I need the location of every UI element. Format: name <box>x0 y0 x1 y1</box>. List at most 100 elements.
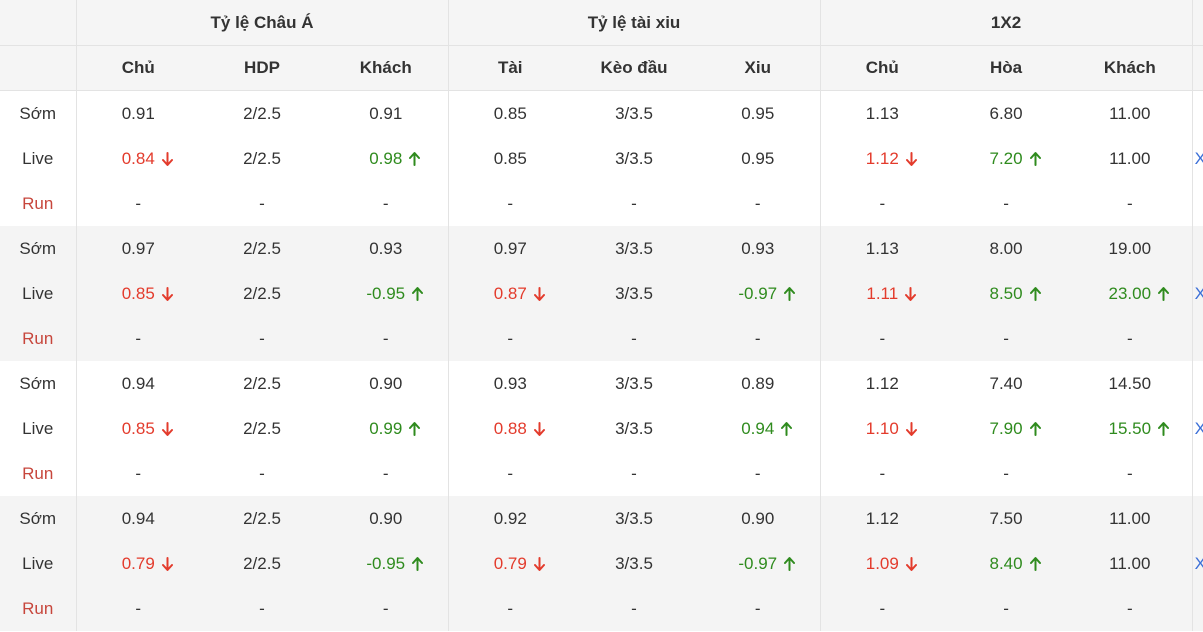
odds-value-text: 2/2.5 <box>243 148 281 168</box>
odds-value: 8.00 <box>989 239 1022 259</box>
odds-cell: 0.90 <box>324 361 448 406</box>
odds-value: 0.84 <box>122 149 173 169</box>
odds-value: - <box>879 194 885 214</box>
odds-value-text: - <box>754 598 761 618</box>
odds-value-text: 1.11 <box>866 283 899 303</box>
odds-cell: - <box>324 586 448 631</box>
odds-cell: 2/2.5 <box>200 361 324 406</box>
odds-value: 0.90 <box>369 509 402 529</box>
odds-cell: 1.13 <box>819 90 945 136</box>
more-link[interactable]: X <box>1194 418 1203 438</box>
odds-cell: 11.00 <box>1068 541 1193 586</box>
odds-value-text: - <box>1003 598 1009 618</box>
odds-cell: 11.00 <box>1068 496 1193 541</box>
arrow-up-icon <box>1029 151 1041 167</box>
odds-value: 2/2.5 <box>243 554 281 574</box>
table-row: Live 0.79 2/2.5 -0.95 0.79 3/3.5 -0.97 1.09 8.40… <box>0 541 1203 586</box>
odds-cell: 1.11 <box>819 271 945 316</box>
odds-cell: 0.95 <box>696 90 821 136</box>
odds-value-text: 11.00 <box>1109 553 1151 573</box>
odds-cell: 2/2.5 <box>200 90 324 136</box>
odds-cell: - <box>447 181 572 226</box>
row-label: Sớm <box>0 90 76 136</box>
odds-cell: - <box>572 316 696 361</box>
odds-cell: 0.85 <box>447 136 572 181</box>
odds-value: - <box>1127 599 1133 619</box>
odds-value: 1.09 <box>866 554 917 574</box>
odds-value-text: - <box>1126 463 1133 483</box>
odds-cell: -0.97 <box>696 541 821 586</box>
odds-value: 15.50 <box>1108 418 1170 439</box>
odds-value: 2/2.5 <box>243 374 281 394</box>
odds-value-text: - <box>631 463 637 483</box>
odds-value-text: - <box>754 193 761 213</box>
odds-value-text: 8.50 <box>989 283 1023 303</box>
arrow-down-icon <box>905 286 917 302</box>
odds-value-text: 1.10 <box>865 418 899 438</box>
odds-value: 7.90 <box>989 419 1041 439</box>
odds-value-text: -0.95 <box>366 283 406 303</box>
odds-value: 3/3.5 <box>615 239 653 259</box>
row-label: Run <box>0 586 76 631</box>
row-end <box>1191 451 1203 496</box>
odds-value-text: 8.40 <box>989 553 1023 573</box>
arrow-down-icon <box>161 556 173 572</box>
odds-value-text: 0.92 <box>493 508 527 528</box>
odds-value: - <box>1127 194 1133 214</box>
odds-cell: - <box>200 451 324 496</box>
odds-value: 1.13 <box>866 239 899 259</box>
odds-value: - <box>631 194 637 214</box>
odds-value: 0.89 <box>741 374 774 394</box>
odds-value-text: 6.80 <box>989 103 1023 123</box>
more-link[interactable]: X <box>1194 553 1203 573</box>
odds-value-text: - <box>382 328 389 348</box>
odds-value: 2/2.5 <box>243 149 281 169</box>
table-row: Live 0.85 2/2.5 0.99 0.88 3/3.5 0.94 1.10 7.90 15… <box>0 406 1203 451</box>
odds-value-text: - <box>382 598 389 618</box>
odds-cell: - <box>1068 451 1193 496</box>
odds-value: - <box>1127 329 1133 349</box>
col-header-away: Khách <box>324 45 448 91</box>
odds-cell: 0.94 <box>696 406 821 451</box>
odds-value: 0.85 <box>122 284 173 304</box>
odds-value-text: 11.00 <box>1109 103 1151 123</box>
odds-cell: - <box>572 451 696 496</box>
odds-value-text: 2/2.5 <box>243 508 281 528</box>
odds-value-text: 3/3.5 <box>615 508 653 528</box>
odds-cell: 19.00 <box>1068 226 1193 271</box>
col-header-line: Kèo đầu <box>572 45 696 91</box>
odds-value: 0.91 <box>122 104 155 124</box>
odds-cell: 0.93 <box>324 226 448 271</box>
odds-value: 0.85 <box>494 149 527 169</box>
odds-value: - <box>879 599 885 619</box>
header-corner-sub <box>0 45 76 91</box>
odds-value-text: 2/2.5 <box>243 373 281 393</box>
group-over-under: Tỷ lệ tài xiu <box>447 0 821 46</box>
odds-cell: - <box>75 316 200 361</box>
odds-cell: 0.79 <box>447 541 572 586</box>
odds-value-text: 15.50 <box>1108 418 1152 438</box>
odds-cell: - <box>324 316 448 361</box>
more-link[interactable]: X <box>1194 283 1203 303</box>
arrow-down-icon <box>905 421 917 437</box>
odds-cell: 0.94 <box>75 496 200 541</box>
odds-value-text: 0.98 <box>369 148 403 168</box>
odds-value: - <box>507 599 513 619</box>
row-end: X <box>1191 541 1203 586</box>
col-header-1x2-home: Chủ <box>819 45 945 91</box>
odds-value-text: 2/2.5 <box>243 283 281 303</box>
table-row: Run - - - - - - - - - <box>0 586 1203 631</box>
odds-value-text: 0.85 <box>493 103 527 123</box>
odds-value-text: 0.79 <box>121 553 155 573</box>
arrow-up-icon <box>1029 286 1041 302</box>
table-row: Sớm 0.97 2/2.5 0.93 0.97 3/3.5 0.93 1.13 8.00 19.… <box>0 226 1203 271</box>
more-link[interactable]: X <box>1194 148 1203 168</box>
odds-cell: - <box>324 451 448 496</box>
arrow-down-icon <box>533 556 545 572</box>
odds-cell: - <box>200 181 324 226</box>
odds-block: Sớm 0.91 2/2.5 0.91 0.85 3/3.5 0.95 1.13 6.80 11.… <box>0 90 1203 226</box>
odds-cell: 3/3.5 <box>572 361 696 406</box>
odds-value: - <box>755 464 761 484</box>
odds-value: - <box>631 329 637 349</box>
odds-value-text: - <box>1003 328 1009 348</box>
